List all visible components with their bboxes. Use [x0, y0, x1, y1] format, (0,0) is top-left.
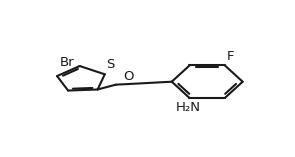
Text: Br: Br: [59, 57, 74, 70]
Text: S: S: [106, 58, 115, 71]
Text: H₂N: H₂N: [176, 101, 201, 114]
Text: O: O: [123, 70, 134, 83]
Text: F: F: [227, 50, 234, 63]
